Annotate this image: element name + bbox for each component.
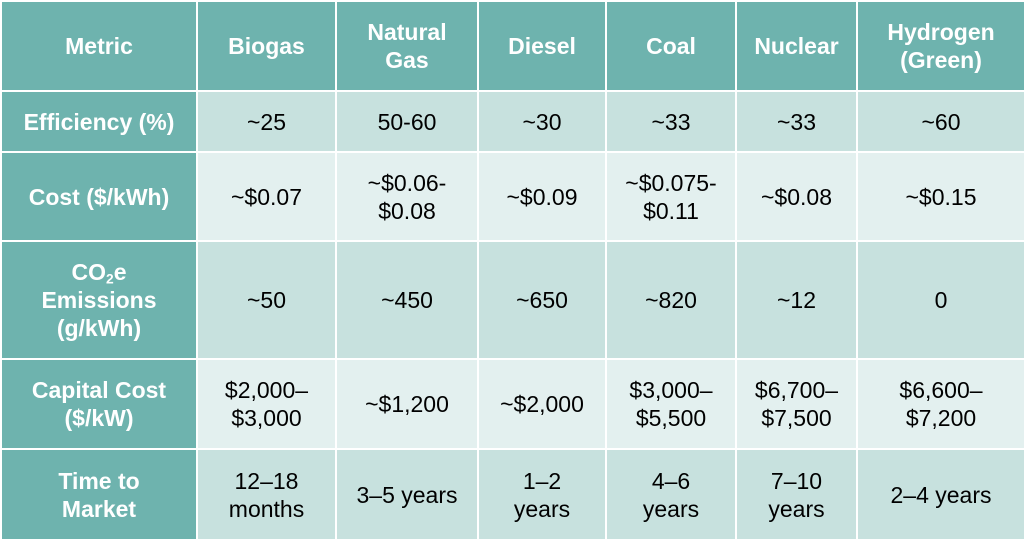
table-cell: 0 <box>856 240 1024 360</box>
table-cell: ~820 <box>605 240 737 360</box>
table-cell: $2,000– $3,000 <box>196 358 337 450</box>
header-biogas: Biogas <box>196 0 337 92</box>
table-cell: ~$2,000 <box>477 358 607 450</box>
table-cell: ~60 <box>856 90 1024 153</box>
table-cell: ~$0.06- $0.08 <box>335 151 479 242</box>
table-cell: 4–6 years <box>605 448 737 541</box>
table-cell: ~$0.15 <box>856 151 1024 242</box>
table-cell: ~$0.07 <box>196 151 337 242</box>
table-cell: ~$0.08 <box>735 151 858 242</box>
table-row-efficiency: Efficiency (%) ~25 50-60 ~30 ~33 ~33 ~60 <box>0 90 1024 153</box>
row-label-emissions: CO2e Emissions (g/kWh) <box>0 240 198 360</box>
table-row-capital-cost: Capital Cost ($/kW) $2,000– $3,000 ~$1,2… <box>0 358 1024 450</box>
table-cell: ~450 <box>335 240 479 360</box>
co2-subscript: 2 <box>106 271 114 287</box>
table-cell: ~33 <box>735 90 858 153</box>
table-cell: 3–5 years <box>335 448 479 541</box>
header-diesel: Diesel <box>477 0 607 92</box>
row-label-efficiency: Efficiency (%) <box>0 90 198 153</box>
table-cell: ~50 <box>196 240 337 360</box>
table-cell: ~$0.075- $0.11 <box>605 151 737 242</box>
table-cell: 2–4 years <box>856 448 1024 541</box>
table-cell: 1–2 years <box>477 448 607 541</box>
table-cell: ~33 <box>605 90 737 153</box>
table-cell: 12–18 months <box>196 448 337 541</box>
table-cell: ~12 <box>735 240 858 360</box>
table-cell: $6,700– $7,500 <box>735 358 858 450</box>
row-label-cost: Cost ($/kWh) <box>0 151 198 242</box>
table-cell: $6,600– $7,200 <box>856 358 1024 450</box>
table-cell: ~$1,200 <box>335 358 479 450</box>
header-metric: Metric <box>0 0 198 92</box>
table-cell: ~$0.09 <box>477 151 607 242</box>
header-natural-gas: Natural Gas <box>335 0 479 92</box>
header-coal: Coal <box>605 0 737 92</box>
header-hydrogen: Hydrogen (Green) <box>856 0 1024 92</box>
table-row-cost: Cost ($/kWh) ~$0.07 ~$0.06- $0.08 ~$0.09… <box>0 151 1024 242</box>
emissions-text: e Emissions (g/kWh) <box>41 259 157 341</box>
table-cell: ~30 <box>477 90 607 153</box>
table-cell: 7–10 years <box>735 448 858 541</box>
row-label-time-to-market: Time to Market <box>0 448 198 541</box>
table-cell: ~650 <box>477 240 607 360</box>
row-label-capital-cost: Capital Cost ($/kW) <box>0 358 198 450</box>
header-row: Metric Biogas Natural Gas Diesel Coal Nu… <box>0 0 1024 92</box>
header-nuclear: Nuclear <box>735 0 858 92</box>
table-cell: ~25 <box>196 90 337 153</box>
table-cell: $3,000– $5,500 <box>605 358 737 450</box>
table-row-emissions: CO2e Emissions (g/kWh) ~50 ~450 ~650 ~82… <box>0 240 1024 360</box>
table-row-time-to-market: Time to Market 12–18 months 3–5 years 1–… <box>0 448 1024 541</box>
co2-text: CO <box>71 259 107 285</box>
table-cell: 50-60 <box>335 90 479 153</box>
